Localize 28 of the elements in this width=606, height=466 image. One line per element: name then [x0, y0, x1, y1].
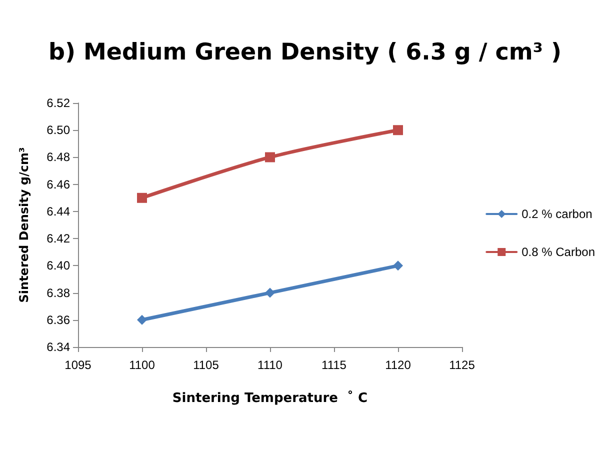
- point: [137, 314, 147, 325]
- y-tick-label: 6.36: [46, 312, 70, 327]
- x-tick-label: 1115: [322, 358, 347, 372]
- x-tick-label: 1120: [385, 358, 412, 372]
- point: [265, 152, 275, 162]
- y-tick-label: 6.34: [46, 340, 70, 354]
- y-tick-label: 6.44: [46, 204, 70, 218]
- x-tick-label: 1125: [449, 358, 476, 372]
- y-tick-label: 6.50: [46, 123, 70, 138]
- point: [393, 125, 403, 136]
- point: [393, 260, 403, 271]
- legend-label: 0.8 % Carbon: [522, 245, 596, 259]
- chart-title: b) Medium Green Density ( 6.3 g / cm³ ): [48, 40, 562, 66]
- point: [265, 288, 275, 298]
- x-tick-label: 1110: [258, 358, 283, 372]
- y-axis-title: Sintered Density g/cm³: [17, 147, 31, 303]
- x-tick-label: 1100: [129, 358, 156, 372]
- y-tick-label: 6.46: [46, 177, 70, 192]
- y-tick-label: 6.52: [46, 96, 70, 110]
- x-tick-label: 1105: [193, 358, 220, 372]
- legend-label: 0.2 % carbon: [522, 207, 592, 221]
- y-tick-label: 6.40: [46, 258, 70, 273]
- y-tick-label: 6.38: [46, 286, 70, 300]
- x-axis-title: Sintering Temperature ˚ C: [172, 390, 368, 406]
- point: [137, 192, 147, 203]
- y-tick-label: 6.48: [46, 150, 70, 164]
- x-tick-label: 1095: [64, 358, 92, 372]
- y-tick-label: 6.42: [46, 232, 70, 246]
